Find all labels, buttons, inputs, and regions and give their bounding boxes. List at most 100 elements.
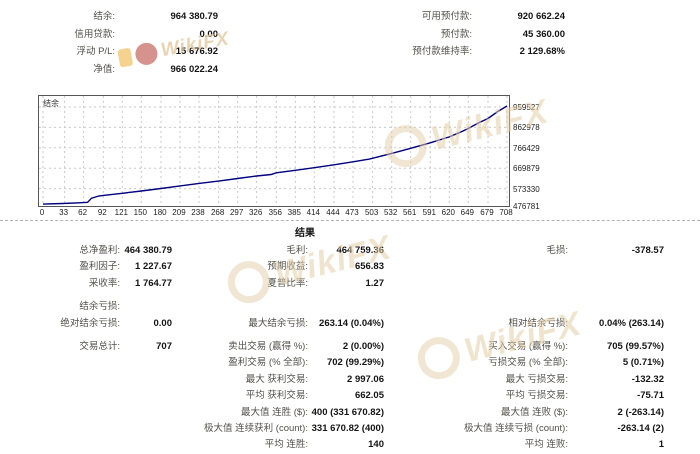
x-axis-tick: 679 [480,208,494,217]
x-axis-tick: 561 [402,208,417,217]
result-label: 交易总计: [79,340,120,352]
result-row: 极大值 连续获利 (count): 331 670.82 (400) 极大值 连续亏… [0,421,700,437]
summary-row: 浮动 P/L: 15 676.92 [0,43,218,61]
results-section: 总净盈利: 464 380.79 毛利: 464 759.36 毛损: -378.57 盈利… [0,243,700,292]
summary-label: 可用预付款: [421,11,472,22]
result-value: 2 (-263.14) [617,406,664,418]
result-label: 极大值 连续获利 (count): [204,422,308,434]
chart-legend-label: 结余 [43,99,59,108]
summary-row: 可用预付款: 920 662.24 [355,8,565,26]
result-label [384,276,568,292]
result-value: -132.32 [631,373,664,385]
result-value: -263.14 (2) [617,422,664,434]
x-axis-tick: 121 [114,208,128,217]
x-axis-tick: 444 [326,208,340,217]
summary-label: 净值: [93,63,115,75]
result-row: 交易总计: 707 卖出交易 (赢得 %): 2 (0.00%) 买入交易 (赢得 %)… [0,339,700,355]
y-axis-tick: 669879 [513,164,540,174]
y-axis-tick: 766429 [513,143,540,153]
result-value: 2 (0.00%) [342,340,384,352]
result-label: 平均 获利交易: [245,390,308,402]
summary-value: 966 022.24 [170,63,218,75]
x-axis-tick: 503 [364,208,379,217]
x-axis-tick: 591 [422,208,436,217]
result-label: 最大值 连败 ($): [500,406,568,418]
x-axis-tick: 532 [383,208,398,217]
result-value [120,372,172,388]
summary-row: 预付款维持率: 2 129.68% [355,43,565,61]
result-label [0,355,120,371]
result-value: 656.83 [354,261,384,273]
result-value: 2 997.06 [347,373,384,385]
results-rows: 总净盈利: 464 380.79 毛利: 464 759.36 毛损: -378.57 盈利… [0,243,700,454]
x-axis-tick: 620 [441,208,455,217]
summary-row: 结余: 964 380.79 [0,8,218,26]
summary-value: 15 676.92 [175,46,218,57]
result-label: 平均 连胜: [264,439,308,451]
result-label [0,437,120,453]
result-label [172,299,308,315]
result-label: 夏普比率: [267,277,308,289]
x-axis-tick: 33 [59,208,69,217]
result-label: 最大 亏损交易: [505,373,568,385]
result-value: 331 670.82 (400) [311,422,384,434]
result-value: 140 [368,439,384,451]
y-axis-tick: 573330 [513,184,540,194]
result-value: 464 380.79 [124,245,172,256]
result-value [568,299,664,315]
result-value: 1 227.67 [135,261,172,273]
summary-row: 信用贷款: 0.00 [0,26,218,44]
x-axis-tick: 0 [39,208,45,217]
result-value [568,276,664,292]
result-value [308,299,384,315]
result-label: 结余亏损: [79,301,120,313]
account-summary-left: 结余: 964 380.79 信用贷款: 0.00 浮动 P/L: 15 676.92 净值… [0,8,218,78]
x-axis-tick: 92 [97,208,107,217]
summary-value: 0.00 [199,28,219,40]
result-row: 采收率: 1 764.77 夏普比率: 1.27 [0,276,700,292]
result-value: 5 (0.71%) [622,357,664,369]
result-value: 464 759.36 [336,245,384,256]
result-label [0,372,120,388]
result-label: 预期收益: [267,261,308,273]
result-value: 0.04% (263.14) [599,317,664,329]
x-axis-tick: 326 [248,208,263,217]
result-row: 平均 获利交易: 662.05 平均 亏损交易: -75.71 [0,388,700,404]
summary-value: 2 129.68% [519,46,565,57]
result-label [384,259,568,275]
result-value: 1 [658,439,664,451]
result-value: -75.71 [637,390,664,402]
result-label: 盈利交易 (% 全部): [228,357,308,369]
results-table: 结果 总净盈利: 464 380.79 毛利: 464 759.36 毛损: -378.5… [0,224,700,454]
result-row: 平均 连胜: 140 平均 连败: 1 [0,437,700,453]
summary-row: 净值: 966 022.24 [0,61,218,79]
y-axis-tick: 476781 [513,202,540,211]
result-value: 662.05 [354,390,384,402]
summary-row: 预付款: 45 360.00 [355,26,565,44]
result-row: 盈利因子: 1 227.67 预期收益: 656.83 [0,259,700,275]
result-value [120,437,172,453]
result-label: 买入交易 (赢得 %): [488,340,568,352]
results-header: 结果 [295,228,315,239]
equity-chart: 结余 [38,95,510,207]
result-label: 盈利因子: [79,261,120,273]
result-value: 702 (99.29%) [326,357,384,369]
results-section: 结余亏损: 绝对结余亏损: 0.00 最大结余亏损: 263.14 (0.04%) 相对结… [0,299,700,332]
result-row: 最大 获利交易: 2 997.06 最大 亏损交易: -132.32 [0,372,700,388]
result-row: 绝对结余亏损: 0.00 最大结余亏损: 263.14 (0.04%) 相对结余亏损: 0… [0,316,700,332]
result-label: 总净盈利: [79,245,120,256]
x-axis-tick: 356 [268,208,282,217]
x-axis-tick: 708 [499,208,513,217]
result-label [0,405,120,421]
equity-chart-canvas [39,96,509,206]
summary-label: 预付款: [440,28,472,40]
result-value [568,259,664,275]
equity-line [42,105,508,205]
result-label: 亏损交易 (% 全部): [488,357,568,369]
summary-label: 浮动 P/L: [76,46,115,57]
result-value [120,299,172,315]
summary-label: 结余: [93,11,115,22]
result-label: 毛利: [286,245,308,256]
result-label: 毛损: [546,245,568,256]
x-axis-tick: 238 [191,208,205,217]
